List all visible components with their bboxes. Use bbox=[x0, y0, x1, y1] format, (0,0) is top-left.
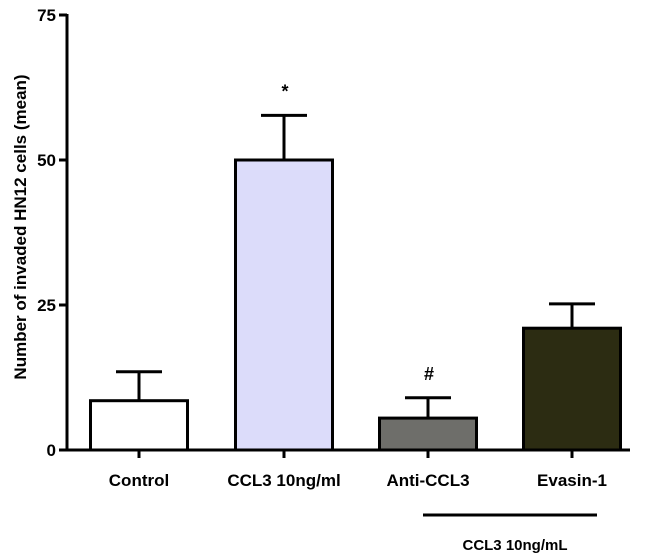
y-tick-label: 0 bbox=[47, 441, 56, 460]
significance-annotation: # bbox=[424, 364, 434, 384]
y-tick-label: 25 bbox=[37, 296, 56, 315]
y-ticks: 0 25 50 75 bbox=[37, 6, 67, 460]
y-tick-label: 50 bbox=[37, 151, 56, 170]
category-label: Control bbox=[109, 471, 169, 490]
bar bbox=[234, 158, 334, 452]
bar bbox=[89, 399, 189, 452]
category-label: CCL3 10ng/ml bbox=[227, 471, 340, 490]
category-label: Anti-CCL3 bbox=[386, 471, 469, 490]
bar bbox=[378, 416, 478, 452]
y-tick-label: 75 bbox=[37, 6, 56, 25]
group-bracket: CCL3 10ng/mL bbox=[423, 513, 597, 554]
group-bracket-label: CCL3 10ng/mL bbox=[462, 537, 567, 554]
category-label: Evasin-1 bbox=[537, 471, 607, 490]
y-axis-title: Number of invaded HN12 cells (mean) bbox=[11, 74, 30, 379]
significance-annotation: * bbox=[281, 81, 288, 101]
bars: *# bbox=[89, 81, 622, 452]
bar bbox=[522, 326, 622, 452]
category-labels: Control CCL3 10ng/ml Anti-CCL3 Evasin-1 bbox=[109, 450, 607, 490]
y-axis-title-group: Number of invaded HN12 cells (mean) bbox=[11, 74, 30, 379]
